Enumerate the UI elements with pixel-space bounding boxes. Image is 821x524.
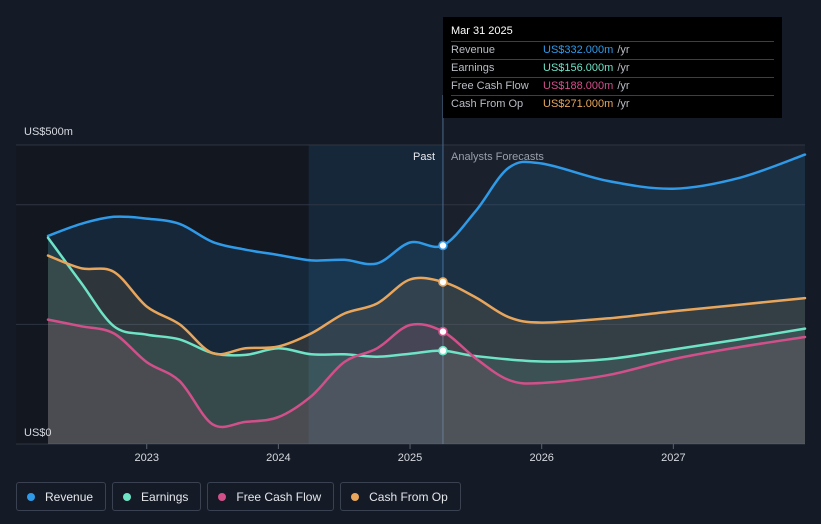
- marker-revenue: [438, 240, 448, 251]
- tooltip: Mar 31 2025 Revenue US$332.000m /yr Earn…: [443, 17, 782, 118]
- tooltip-row-unit: /yr: [617, 44, 630, 56]
- legend-dot-icon: [27, 492, 35, 501]
- x-tick-label: 2023: [134, 452, 158, 464]
- forecast-label: Analysts Forecasts: [451, 151, 544, 163]
- tooltip-row-label: Free Cash Flow: [451, 80, 529, 92]
- area-revenue: [48, 154, 805, 444]
- tooltip-row-free-cash-flow: Free Cash Flow US$188.000m /yr: [451, 77, 774, 95]
- highlight-region: [308, 145, 443, 444]
- legend-dot-icon: [123, 492, 132, 501]
- tooltip-row-unit: /yr: [617, 98, 630, 110]
- x-tick-label: 2027: [661, 452, 685, 464]
- x-tick-label: 2025: [398, 452, 422, 464]
- tooltip-row-label: Revenue: [451, 44, 496, 56]
- area-cash-from-op: [48, 255, 805, 444]
- legend-label: Cash From Op: [369, 489, 448, 504]
- y-axis-bottom-label: US$0: [24, 427, 52, 439]
- x-tick-label: 2024: [266, 452, 290, 464]
- line-earnings: [46, 236, 807, 363]
- forecast-region: [442, 145, 805, 444]
- legend-item-revenue[interactable]: Revenue: [16, 482, 107, 511]
- tooltip-row-value: US$271.000m: [543, 98, 614, 110]
- tooltip-row-cash-from-op: Cash From Op US$271.000m /yr: [451, 95, 774, 113]
- tooltip-row-revenue: Revenue US$332.000m /yr: [451, 41, 774, 59]
- tooltip-row-unit: /yr: [617, 80, 630, 92]
- legend-label: Revenue: [45, 489, 94, 504]
- legend-item-free-cash-flow[interactable]: Free Cash Flow: [207, 482, 335, 511]
- legend-dot-icon: [218, 492, 227, 501]
- area-free-cash-flow: [48, 319, 805, 444]
- legend-label: Earnings: [141, 489, 189, 504]
- past-label: Past: [413, 151, 435, 163]
- marker-free-cash-flow: [438, 326, 448, 337]
- tooltip-row-value: US$332.000m: [543, 44, 614, 56]
- marker-earnings: [438, 345, 448, 356]
- legend-item-cash-from-op[interactable]: Cash From Op: [340, 482, 461, 511]
- tooltip-row-label: Cash From Op: [451, 98, 524, 110]
- legend-label: Free Cash Flow: [236, 489, 322, 504]
- tooltip-date: Mar 31 2025: [451, 25, 513, 37]
- line-cash-from-op: [46, 254, 807, 356]
- legend-dot-icon: [351, 492, 360, 501]
- chart-svg: US$500m US$0 Past Analysts Forecasts 202…: [16, 95, 807, 464]
- line-revenue: [46, 153, 807, 266]
- x-tick-label: 2026: [529, 452, 553, 464]
- tooltip-row-unit: /yr: [617, 62, 630, 74]
- y-axis-top-label: US$500m: [24, 126, 73, 138]
- tooltip-row-value: US$188.000m: [543, 80, 614, 92]
- area-earnings: [48, 237, 805, 444]
- legend-item-earnings[interactable]: Earnings: [112, 482, 202, 511]
- tooltip-row-earnings: Earnings US$156.000m /yr: [451, 59, 774, 77]
- marker-cash-from-op: [438, 277, 448, 287]
- line-free-cash-flow: [46, 318, 807, 429]
- legend: Revenue Earnings Free Cash Flow Cash Fro…: [16, 482, 461, 511]
- tooltip-row-value: US$156.000m: [543, 62, 614, 74]
- tooltip-row-label: Earnings: [451, 62, 495, 74]
